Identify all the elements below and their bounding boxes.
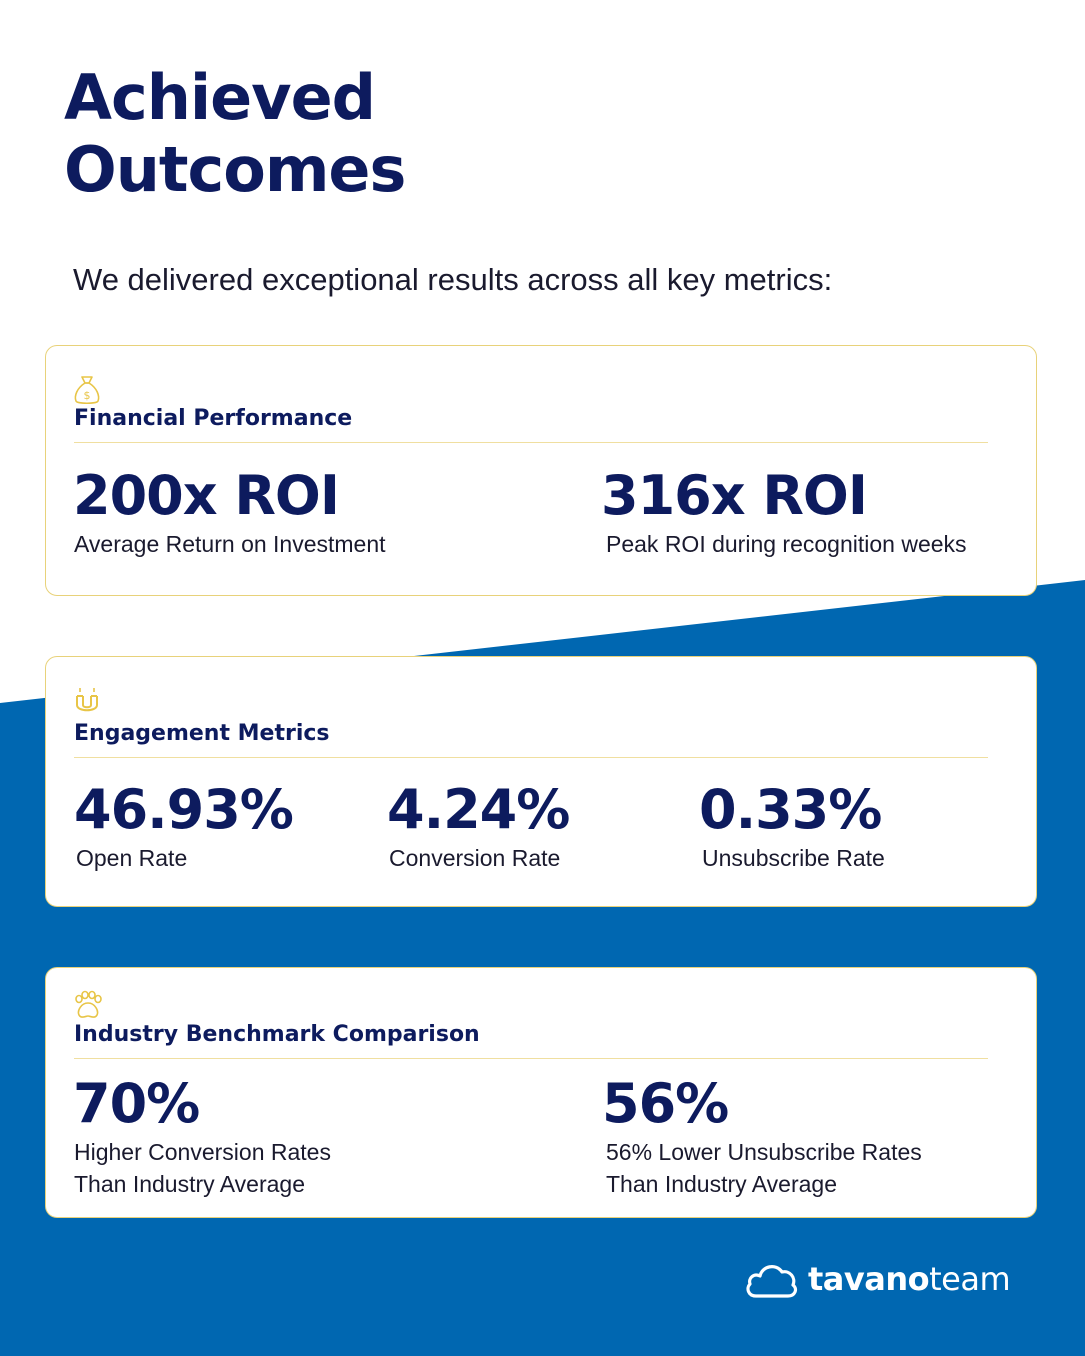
engagement-metrics-card: Engagement Metrics 46.93% Open Rate 4.24… — [45, 656, 1037, 907]
metric-label: Peak ROI during recognition weeks — [606, 531, 967, 557]
metric-value: 0.33% — [699, 778, 882, 841]
financial-divider — [74, 442, 988, 443]
metric-label-line1: Higher Conversion Rates — [74, 1139, 331, 1165]
logo-wordmark-bold: tavano — [808, 1260, 930, 1298]
metric-value: 316x ROI — [601, 464, 868, 527]
industry-benchmark-heading: Industry Benchmark Comparison — [74, 1022, 480, 1047]
industry-benchmark-card: Industry Benchmark Comparison 70% Higher… — [45, 967, 1037, 1218]
metric-value: 70% — [73, 1072, 200, 1135]
svg-text:$: $ — [84, 389, 91, 402]
magnet-icon — [76, 688, 98, 712]
paw-icon — [75, 990, 102, 1018]
cloud-icon — [746, 1265, 798, 1298]
metric-label: Unsubscribe Rate — [702, 845, 885, 871]
metric-label-line2: Than Industry Average — [606, 1171, 837, 1197]
metric-label-line2: Than Industry Average — [74, 1171, 305, 1197]
engagement-divider — [74, 757, 988, 758]
benchmark-divider — [74, 1058, 988, 1059]
metric-value: 56% — [602, 1072, 729, 1135]
metric-value: 200x ROI — [73, 464, 340, 527]
metric-value: 4.24% — [387, 778, 570, 841]
page-title: Achieved Outcomes — [64, 61, 406, 206]
financial-performance-heading: Financial Performance — [74, 406, 353, 431]
logo-wordmark: tavanoteam — [808, 1260, 1011, 1298]
metric-label-line1: 56% Lower Unsubscribe Rates — [606, 1139, 922, 1165]
metric-label: Conversion Rate — [389, 845, 561, 871]
logo-wordmark-light: team — [929, 1260, 1011, 1298]
metric-label: Average Return on Investment — [74, 531, 386, 557]
tavanoteam-logo: tavanoteam — [744, 1258, 1011, 1300]
financial-performance-card: $ Financial Performance 200x ROI Average… — [45, 345, 1037, 596]
engagement-metrics-heading: Engagement Metrics — [74, 721, 330, 746]
metric-label: Open Rate — [76, 845, 188, 871]
page-subtitle: We delivered exceptional results across … — [73, 262, 833, 297]
metric-value: 46.93% — [74, 778, 294, 841]
money-bag-icon: $ — [74, 376, 100, 405]
